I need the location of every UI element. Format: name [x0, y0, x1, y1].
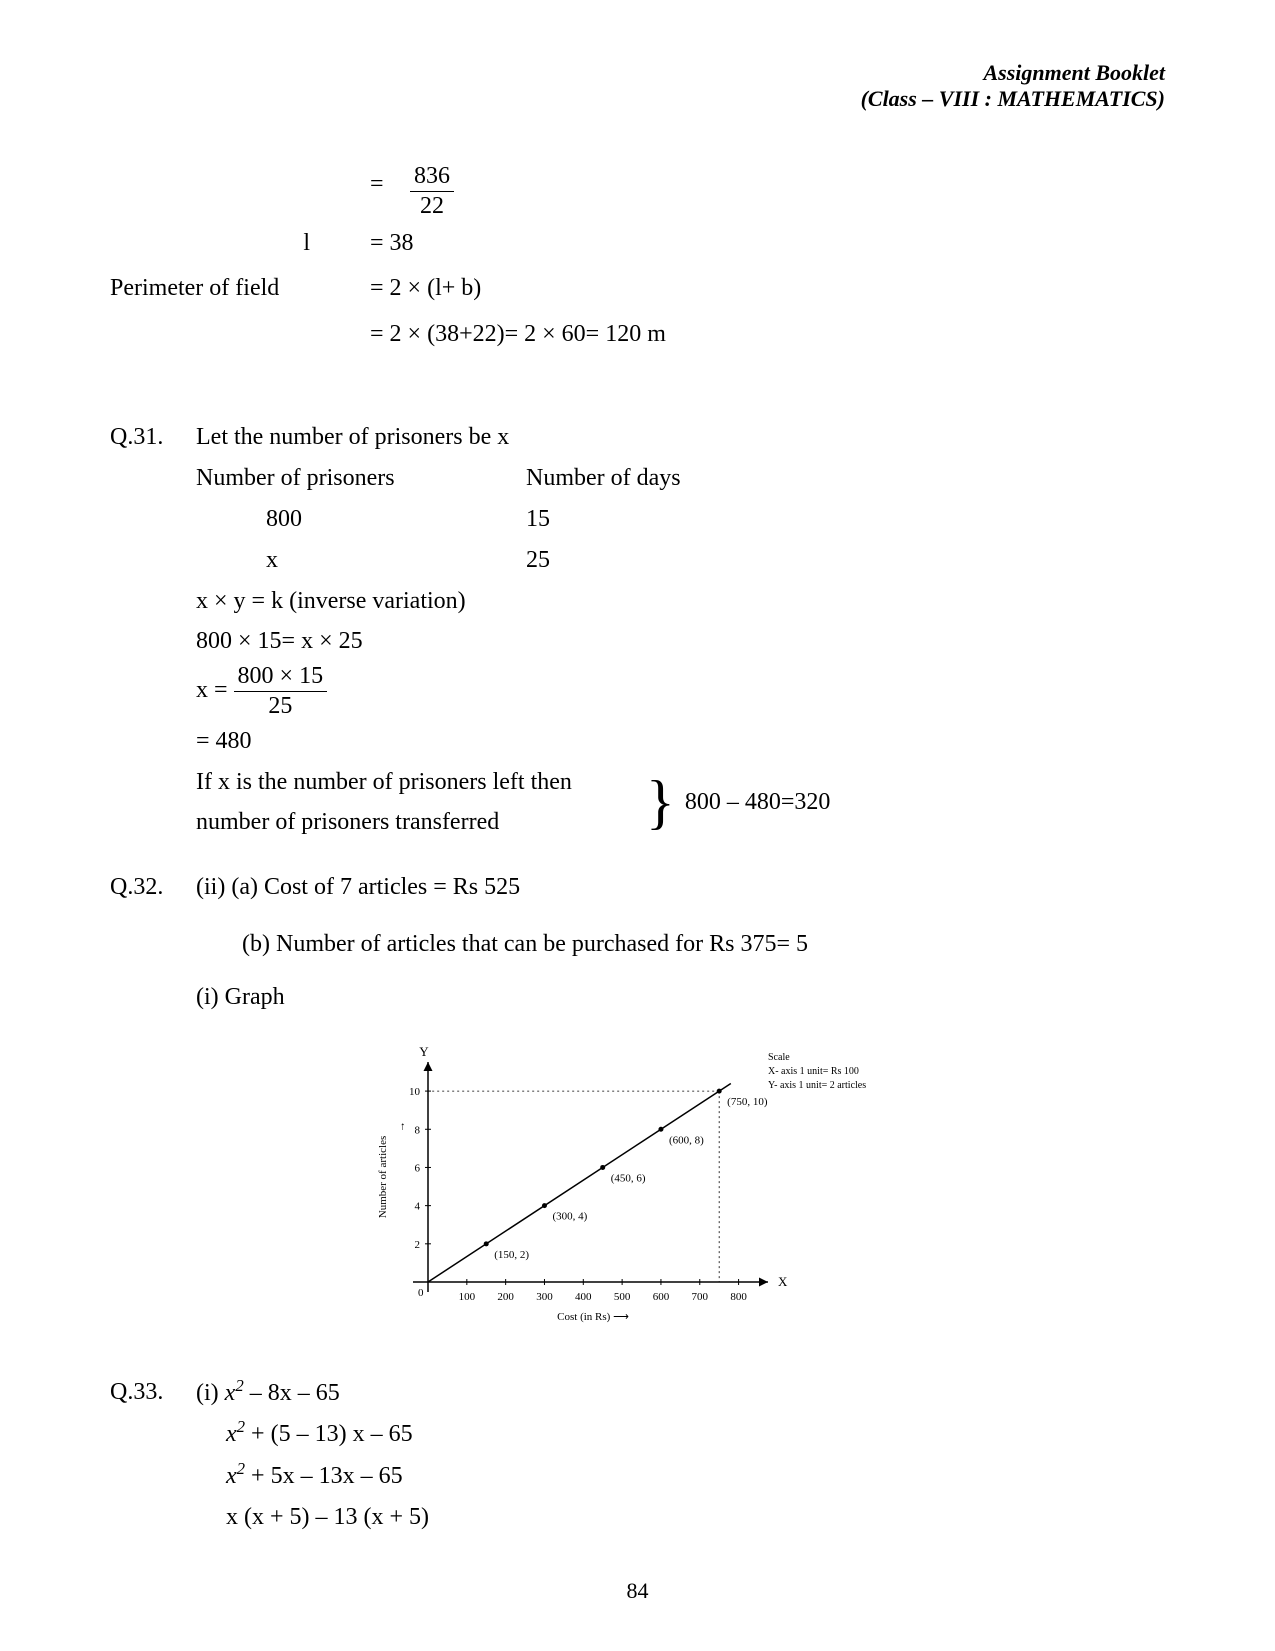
header-subtitle: (Class – VIII : MATHEMATICS)	[110, 86, 1165, 112]
q31-header-prisoners: Number of prisoners	[196, 458, 526, 499]
svg-text:Y- axis 1 unit= 2 articles: Y- axis 1 unit= 2 articles	[768, 1080, 866, 1091]
svg-text:↑: ↑	[400, 1120, 406, 1132]
q31-brace-row: If x is the number of prisoners left the…	[196, 762, 1161, 844]
q31-brace-line1: If x is the number of prisoners left the…	[196, 762, 636, 803]
q31-brace-line2: number of prisoners transferred	[196, 802, 636, 843]
q31-intro: Let the number of prisoners be x	[196, 417, 1161, 458]
svg-text:Cost (in Rs) ⟶: Cost (in Rs) ⟶	[557, 1311, 629, 1323]
svg-text:2: 2	[414, 1238, 420, 1250]
question-32: Q.32. (ii) (a) Cost of 7 articles = Rs 5…	[110, 867, 1165, 1017]
svg-text:0: 0	[418, 1287, 424, 1299]
q32-graph: X Y 0 100 200 300 400 500 600 700 800 2 4 6 8 10 (150, 2…	[110, 1042, 1165, 1332]
svg-text:4: 4	[414, 1200, 420, 1212]
svg-text:(300, 4): (300, 4)	[552, 1210, 587, 1222]
svg-text:700: 700	[691, 1291, 708, 1303]
question-31: Q.31. Let the number of prisoners be x N…	[110, 417, 1165, 843]
q31-frac-num: 800 × 15	[234, 662, 328, 692]
svg-text:800: 800	[730, 1291, 747, 1303]
svg-text:100: 100	[458, 1291, 475, 1303]
q32-line-b: (b) Number of articles that can be purch…	[196, 924, 1161, 965]
perimeter-result: = 2 × (38+22)= 2 × 60= 120 m	[370, 312, 1165, 358]
l-value: = 38	[370, 221, 1165, 267]
q32-line-a: (ii) (a) Cost of 7 articles = Rs 525	[196, 867, 1161, 908]
q32-graph-label: (i) Graph	[196, 977, 1161, 1018]
q31-equation: 800 × 15= x × 25	[196, 621, 1161, 662]
q31-header-days: Number of days	[526, 458, 1161, 499]
q31-r2-prisoners: x	[266, 540, 526, 581]
svg-text:200: 200	[497, 1291, 514, 1303]
q31-frac-den: 25	[234, 692, 328, 721]
svg-text:600: 600	[652, 1291, 669, 1303]
svg-text:Y: Y	[419, 1044, 429, 1059]
denominator: 22	[410, 192, 454, 221]
header-title: Assignment Booklet	[110, 60, 1165, 86]
graph-svg: X Y 0 100 200 300 400 500 600 700 800 2 4 6 8 10 (150, 2…	[358, 1042, 918, 1332]
q33-line1: (i) x2 – 8x – 65	[196, 1372, 1161, 1414]
q31-fraction-line: x = 800 × 15 25	[196, 662, 1161, 721]
svg-text:(750, 10): (750, 10)	[727, 1096, 768, 1108]
svg-text:6: 6	[414, 1162, 420, 1174]
q31-frac-prefix: x =	[196, 677, 234, 703]
q31-number: Q.31.	[110, 417, 190, 458]
svg-text:300: 300	[536, 1291, 553, 1303]
svg-text:(600, 8): (600, 8)	[668, 1134, 703, 1146]
q33-line4: x (x + 5) – 13 (x + 5)	[196, 1497, 1161, 1538]
q33-number: Q.33.	[110, 1372, 190, 1413]
fraction: 836 22	[410, 162, 454, 221]
numerator: 836	[410, 162, 454, 192]
q32-number: Q.32.	[110, 867, 190, 908]
svg-text:X- axis 1 unit= Rs 100: X- axis 1 unit= Rs 100	[768, 1066, 859, 1077]
perimeter-solution: = 836 22 l = 38 Perimeter of field = 2 ×…	[110, 162, 1165, 357]
curly-brace-icon: }	[646, 778, 675, 826]
variable-l: l	[110, 221, 370, 267]
svg-text:10: 10	[409, 1086, 421, 1098]
q31-r1-prisoners: 800	[266, 499, 526, 540]
q31-inverse-variation: x × y = k (inverse variation)	[196, 581, 1161, 622]
svg-text:500: 500	[613, 1291, 630, 1303]
q31-r1-days: 15	[526, 499, 1161, 540]
svg-text:(450, 6): (450, 6)	[610, 1172, 645, 1184]
svg-text:Scale: Scale	[768, 1052, 790, 1063]
svg-text:8: 8	[414, 1124, 420, 1136]
svg-text:X: X	[778, 1274, 788, 1289]
svg-text:Number of articles: Number of articles	[377, 1135, 389, 1217]
q31-fraction: 800 × 15 25	[234, 662, 328, 721]
svg-text:400: 400	[575, 1291, 592, 1303]
page-number: 84	[110, 1578, 1165, 1604]
q33-line2: x2 + (5 – 13) x – 65	[196, 1413, 1161, 1455]
q33-line3: x2 + 5x – 13x – 65	[196, 1455, 1161, 1497]
q31-result: = 480	[196, 721, 1161, 762]
page-header: Assignment Booklet (Class – VIII : MATHE…	[110, 60, 1165, 112]
svg-text:(150, 2): (150, 2)	[494, 1248, 529, 1260]
perimeter-formula: = 2 × (l+ b)	[370, 266, 1165, 312]
question-33: Q.33. (i) x2 – 8x – 65 x2 + (5 – 13) x –…	[110, 1372, 1165, 1538]
perimeter-label: Perimeter of field	[110, 266, 370, 312]
q31-r2-days: 25	[526, 540, 1161, 581]
equals-sign: =	[370, 162, 410, 221]
q31-brace-rhs: 800 – 480=320	[685, 782, 831, 823]
